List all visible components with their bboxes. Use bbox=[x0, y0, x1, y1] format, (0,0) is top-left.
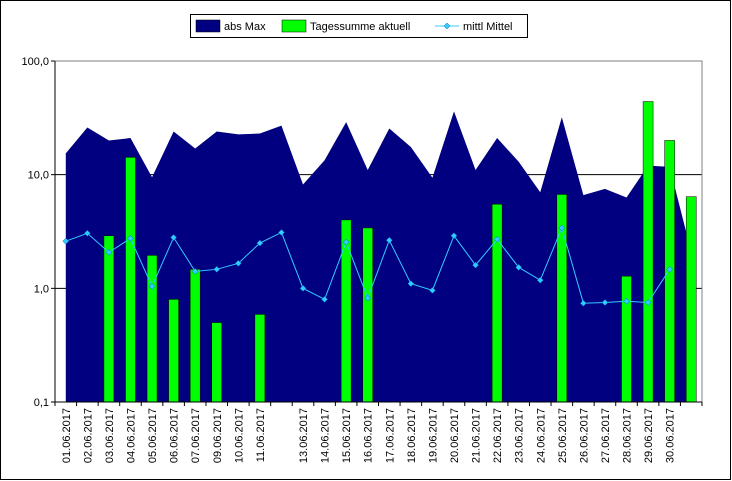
marker bbox=[278, 229, 285, 236]
bar bbox=[125, 157, 136, 403]
x-tick-label: 26.06.2017 bbox=[578, 408, 590, 463]
legend-swatch bbox=[195, 19, 221, 33]
legend-box bbox=[190, 14, 528, 38]
x-tick-label: 18.06.2017 bbox=[406, 408, 418, 463]
legend-label: mittl Mittel bbox=[463, 21, 513, 33]
x-tick-label: 21.06.2017 bbox=[471, 408, 483, 463]
x-tick-label: 22.06.2017 bbox=[492, 408, 504, 463]
bar bbox=[362, 227, 373, 403]
marker bbox=[429, 286, 436, 294]
x-tick-label: 16.06.2017 bbox=[363, 408, 375, 463]
marker bbox=[536, 276, 544, 284]
x-tick-label: 02.06.2017 bbox=[82, 408, 94, 463]
legend-marker bbox=[443, 22, 451, 30]
bar bbox=[340, 219, 352, 403]
marker bbox=[580, 299, 587, 307]
marker bbox=[493, 235, 501, 243]
marker bbox=[623, 297, 630, 305]
y-tick-label: 0,1 bbox=[34, 397, 49, 409]
marker bbox=[450, 232, 458, 240]
x-tick-label: 19.06.2017 bbox=[427, 408, 439, 463]
legend-swatch bbox=[281, 19, 307, 33]
y-tick-label: 10,0 bbox=[28, 170, 49, 182]
x-tick-label: 17.06.2017 bbox=[384, 408, 396, 463]
bar bbox=[189, 269, 201, 403]
bar bbox=[685, 196, 697, 403]
bar bbox=[642, 101, 654, 403]
x-tick-label: 14.06.2017 bbox=[320, 408, 332, 463]
x-tick-label: 06.06.2017 bbox=[169, 408, 181, 463]
marker bbox=[62, 237, 70, 245]
x-tick-label: 28.06.2017 bbox=[622, 408, 634, 463]
x-tick-label: 15.06.2017 bbox=[341, 408, 353, 463]
marker bbox=[601, 299, 609, 306]
marker bbox=[234, 259, 242, 267]
marker bbox=[558, 224, 566, 232]
x-tick-label: 20.06.2017 bbox=[449, 408, 461, 463]
marker bbox=[83, 229, 91, 237]
area bbox=[65, 111, 692, 402]
x-tick-label: 03.06.2017 bbox=[104, 408, 116, 463]
legend-label: Tagessumme aktuell bbox=[310, 21, 410, 33]
marker bbox=[407, 280, 415, 287]
marker bbox=[515, 263, 523, 271]
marker bbox=[256, 239, 264, 247]
marker bbox=[105, 249, 113, 256]
x-tick-label: 30.06.2017 bbox=[665, 408, 677, 463]
marker bbox=[321, 295, 328, 303]
marker bbox=[191, 268, 199, 275]
bar bbox=[103, 235, 115, 403]
marker bbox=[666, 265, 674, 273]
x-tick-label: 07.06.2017 bbox=[190, 408, 202, 463]
bar bbox=[491, 203, 503, 403]
y-tick-label: 100,0 bbox=[21, 56, 49, 68]
bar bbox=[254, 314, 266, 403]
bar bbox=[168, 299, 179, 403]
marker bbox=[148, 283, 156, 290]
x-tick-label: 01.06.2017 bbox=[61, 408, 73, 463]
marker bbox=[644, 299, 652, 306]
marker bbox=[127, 235, 134, 242]
marker bbox=[170, 234, 177, 241]
marker bbox=[472, 261, 479, 269]
marker bbox=[342, 238, 350, 246]
bar bbox=[211, 322, 222, 403]
bar bbox=[621, 275, 632, 403]
x-tick-label: 13.06.2017 bbox=[298, 408, 310, 463]
marker bbox=[213, 265, 221, 273]
legend-label: abs Max bbox=[224, 21, 266, 33]
marker bbox=[299, 284, 307, 292]
x-tick-label: 25.06.2017 bbox=[557, 408, 569, 463]
x-tick-label: 09.06.2017 bbox=[212, 408, 224, 463]
marker bbox=[364, 294, 372, 302]
marker bbox=[385, 236, 393, 244]
y-tick-label: 1,0 bbox=[34, 283, 49, 295]
x-tick-label: 05.06.2017 bbox=[147, 408, 159, 463]
x-tick-label: 27.06.2017 bbox=[600, 408, 612, 463]
x-tick-label: 23.06.2017 bbox=[514, 408, 526, 463]
x-tick-label: 29.06.2017 bbox=[643, 408, 655, 463]
x-tick-label: 24.06.2017 bbox=[535, 408, 547, 463]
x-tick-label: 04.06.2017 bbox=[125, 408, 137, 463]
x-tick-label: 11.06.2017 bbox=[255, 408, 267, 462]
x-tick-label: 10.06.2017 bbox=[233, 408, 245, 463]
legend: abs Max Tagessumme aktuell mittl Mittel bbox=[190, 14, 528, 38]
